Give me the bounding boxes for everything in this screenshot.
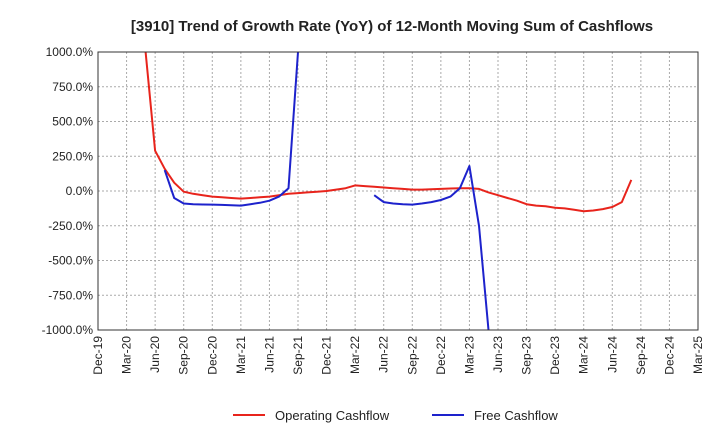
y-tick-label: -750.0% bbox=[48, 288, 93, 302]
y-tick-label: -1000.0% bbox=[42, 323, 94, 337]
x-tick-label: Jun-20 bbox=[148, 336, 162, 373]
x-tick-label: Sep-23 bbox=[520, 336, 534, 375]
x-tick-label: Jun-24 bbox=[605, 336, 619, 373]
legend-label: Free Cashflow bbox=[474, 408, 558, 423]
y-tick-label: 1000.0% bbox=[46, 45, 94, 59]
x-tick-label: Sep-20 bbox=[177, 336, 191, 375]
plot-frame bbox=[97, 51, 699, 331]
x-tick-label: Mar-22 bbox=[348, 336, 362, 374]
y-tick-label: -250.0% bbox=[48, 219, 93, 233]
y-tick-label: 0.0% bbox=[66, 184, 94, 198]
x-tick-label: Jun-21 bbox=[262, 336, 276, 373]
x-tick-label: Jun-23 bbox=[491, 336, 505, 373]
y-tick-label: 750.0% bbox=[52, 80, 93, 94]
y-axis: 1000.0% 750.0% 500.0% 250.0% 0.0% -250.0% -500… bbox=[42, 45, 94, 337]
x-tick-label: Dec-23 bbox=[548, 336, 562, 375]
y-tick-label: 250.0% bbox=[52, 149, 93, 163]
x-tick-label: Dec-21 bbox=[320, 336, 334, 375]
legend-label: Operating Cashflow bbox=[275, 408, 390, 423]
y-tick-label: -500.0% bbox=[48, 254, 93, 268]
x-tick-label: Mar-24 bbox=[577, 336, 591, 374]
y-tick-label: 500.0% bbox=[52, 115, 93, 129]
free-cashflow-line-segment-2 bbox=[373, 165, 490, 330]
operating-cashflow-line bbox=[144, 52, 633, 213]
x-tick-label: Jun-22 bbox=[377, 336, 391, 373]
x-tick-label: Dec-20 bbox=[205, 336, 219, 375]
x-tick-label: Sep-22 bbox=[405, 336, 419, 375]
x-tick-label: Dec-19 bbox=[91, 336, 105, 375]
grid-lines bbox=[98, 52, 698, 330]
x-tick-label: Dec-24 bbox=[662, 336, 676, 375]
x-tick-label: Mar-25 bbox=[691, 336, 705, 374]
x-tick-label: Sep-24 bbox=[634, 336, 648, 375]
x-tick-label: Sep-21 bbox=[291, 336, 305, 375]
x-tick-label: Dec-22 bbox=[434, 336, 448, 375]
legend: Operating Cashflow Free Cashflow bbox=[233, 408, 558, 423]
series-layer bbox=[144, 52, 633, 330]
x-tick-label: Mar-23 bbox=[462, 336, 476, 374]
free-cashflow-line-segment-1 bbox=[163, 52, 299, 207]
x-axis: Dec-19 Mar-20 Jun-20 Sep-20 Dec-20 Mar-21 Jun-… bbox=[91, 336, 705, 375]
chart-title: [3910] Trend of Growth Rate (YoY) of 12-… bbox=[131, 18, 653, 35]
x-tick-label: Mar-21 bbox=[234, 336, 248, 374]
x-tick-label: Mar-20 bbox=[120, 336, 134, 374]
